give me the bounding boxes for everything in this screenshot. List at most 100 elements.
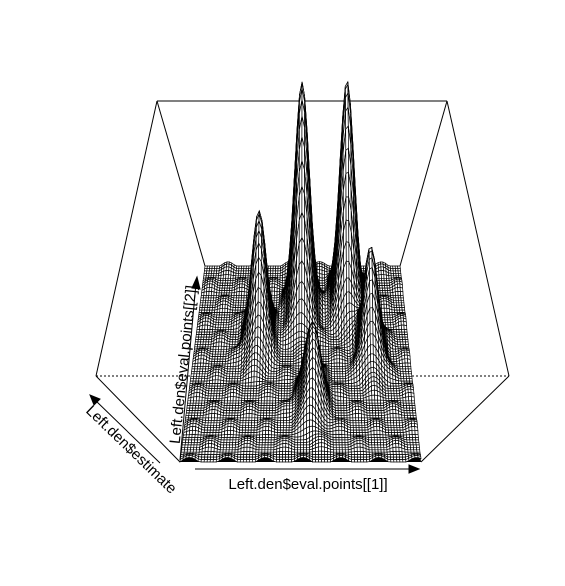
surface-cell xyxy=(284,385,288,389)
surface-cell xyxy=(355,409,359,414)
surface-cell xyxy=(365,395,370,401)
surface-cell xyxy=(269,407,273,411)
surface-cell xyxy=(369,307,374,322)
surface-cell xyxy=(397,270,402,274)
surface-cell xyxy=(405,344,410,348)
surface-cell xyxy=(337,410,342,414)
surface-cell xyxy=(277,417,282,421)
surface-cell xyxy=(404,331,408,335)
surface-cell xyxy=(271,410,276,414)
surface-cell xyxy=(301,280,305,303)
surface-cell xyxy=(271,412,276,416)
surface-cell xyxy=(266,396,271,402)
surface-cell xyxy=(269,396,274,402)
surface-cell xyxy=(408,378,413,382)
surface-cell xyxy=(412,407,416,411)
surface-cell xyxy=(333,358,338,364)
surface-cell xyxy=(277,413,282,419)
surface-cell xyxy=(255,395,260,399)
surface-cell xyxy=(401,309,406,313)
surface-cell xyxy=(407,358,411,364)
surface-cell xyxy=(335,341,340,345)
surface-cell xyxy=(371,389,375,396)
surface-cell xyxy=(400,295,404,299)
surface-cell xyxy=(403,329,408,333)
surface-cell xyxy=(251,417,256,421)
surface-cell xyxy=(408,373,413,377)
surface-cell xyxy=(321,269,325,275)
surface-cell xyxy=(242,413,247,419)
surface-cell xyxy=(384,390,389,394)
surface-cell xyxy=(284,361,289,365)
surface-cell xyxy=(343,412,348,416)
surface-cell xyxy=(340,407,345,411)
surface-cell xyxy=(377,407,382,411)
surface-cell xyxy=(343,410,348,414)
surface-cell xyxy=(369,405,373,409)
surface-cell xyxy=(333,336,337,340)
surface-cell xyxy=(343,415,348,419)
surface-cell xyxy=(404,334,408,338)
surface-cell xyxy=(260,400,265,404)
surface-cell xyxy=(408,375,413,380)
surface-cell xyxy=(272,402,276,406)
surface-cell xyxy=(340,405,345,409)
surface-cell xyxy=(331,366,335,370)
surface-cell xyxy=(283,417,287,421)
surface-cell xyxy=(266,405,271,409)
surface-cell xyxy=(257,301,262,318)
surface-cell xyxy=(320,345,324,350)
surface-cell xyxy=(286,385,291,389)
surface-cell xyxy=(298,280,303,301)
surface-cell xyxy=(344,359,349,364)
surface-cell xyxy=(321,285,326,289)
surface-cell xyxy=(280,412,285,419)
surface-cell xyxy=(298,298,303,314)
surface-cell xyxy=(355,405,359,410)
surface-cell xyxy=(411,402,416,406)
surface-cell xyxy=(244,395,248,399)
surface-cell xyxy=(247,388,252,392)
surface-cell xyxy=(287,379,291,384)
surface-cell xyxy=(352,413,357,419)
surface-cell xyxy=(301,311,305,326)
surface-cell xyxy=(343,396,347,402)
surface-cell xyxy=(282,353,286,357)
surface-cell xyxy=(411,405,416,409)
surface-cell xyxy=(286,416,290,421)
surface-cell xyxy=(285,353,289,357)
surface-cell xyxy=(320,348,324,353)
surface-cell xyxy=(269,410,273,414)
surface-cell xyxy=(281,393,285,397)
surface-cell xyxy=(372,412,377,416)
surface-cell xyxy=(384,414,388,419)
surface-cell xyxy=(407,362,412,367)
surface-cell xyxy=(248,408,253,415)
surface-cell xyxy=(371,399,376,404)
surface-cell xyxy=(263,407,268,411)
surface-cell xyxy=(260,412,265,416)
surface-cell xyxy=(268,412,273,416)
surface-cell xyxy=(337,402,342,406)
surface-cell xyxy=(316,263,320,267)
surface-cell xyxy=(322,322,326,326)
surface-cell xyxy=(272,405,276,409)
surface-cell xyxy=(271,415,276,419)
surface-cell xyxy=(400,299,405,304)
surface-cell xyxy=(287,358,292,362)
surface-cell xyxy=(411,400,416,404)
surface-cell xyxy=(301,297,305,316)
surface-cell xyxy=(254,417,259,421)
surface-cell xyxy=(412,415,417,419)
surface-cell xyxy=(403,324,408,330)
surface-cell xyxy=(404,339,409,343)
surface-cell xyxy=(298,330,303,338)
surface-cell xyxy=(278,385,283,389)
surface-cell xyxy=(400,297,405,301)
surface-cell xyxy=(380,402,384,406)
surface-cell xyxy=(253,364,258,373)
surface-cell xyxy=(366,402,370,406)
surface-cell xyxy=(260,402,265,406)
surface-cell xyxy=(290,353,294,357)
